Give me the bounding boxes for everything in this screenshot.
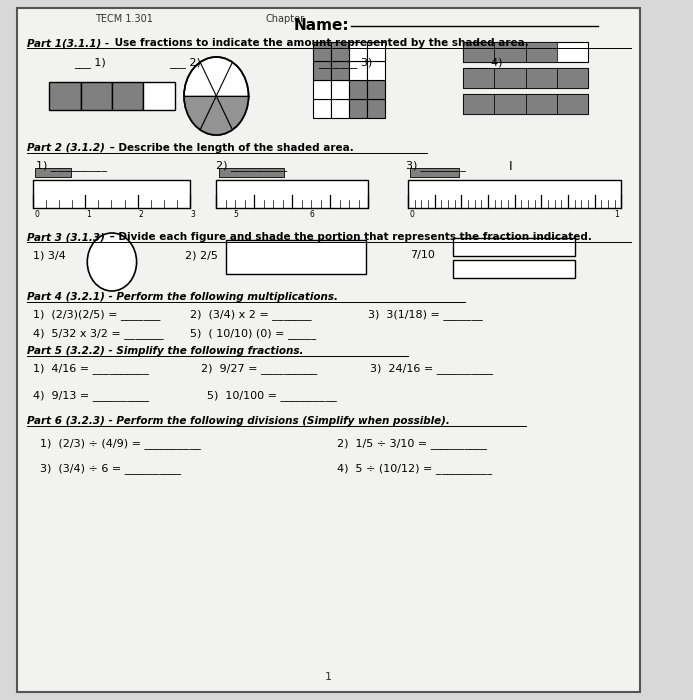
Bar xyxy=(557,68,588,88)
Text: Part 5 (3.2.2) - Simplify the following fractions.: Part 5 (3.2.2) - Simplify the following … xyxy=(26,346,303,356)
Bar xyxy=(349,99,367,118)
Text: 3)  (3/4) ÷ 6 = __________: 3) (3/4) ÷ 6 = __________ xyxy=(40,463,181,474)
Bar xyxy=(525,94,557,114)
Bar xyxy=(33,180,190,208)
Text: 3)  3(1/18) = _______: 3) 3(1/18) = _______ xyxy=(368,309,483,320)
Text: 1: 1 xyxy=(87,210,91,219)
Bar xyxy=(408,180,622,208)
Bar xyxy=(557,94,588,114)
Bar xyxy=(313,61,331,80)
Text: 2)  9/27 = __________: 2) 9/27 = __________ xyxy=(201,363,317,374)
Text: 1)  4/16 = __________: 1) 4/16 = __________ xyxy=(33,363,149,374)
Text: 4)  5/32 x 3/2 = _______: 4) 5/32 x 3/2 = _______ xyxy=(33,328,164,339)
Bar xyxy=(226,240,366,274)
Text: 2)  1/5 ÷ 3/10 = __________: 2) 1/5 ÷ 3/10 = __________ xyxy=(337,438,486,449)
Text: 2) 2/5: 2) 2/5 xyxy=(185,250,218,260)
Text: 3: 3 xyxy=(191,210,195,219)
Text: 1)  (2/3) ÷ (4/9) = __________: 1) (2/3) ÷ (4/9) = __________ xyxy=(40,438,200,449)
Bar xyxy=(525,68,557,88)
Bar xyxy=(349,80,367,99)
Text: 0: 0 xyxy=(410,210,414,219)
Bar xyxy=(463,42,588,62)
Text: 5: 5 xyxy=(234,210,238,219)
Text: ___ 2): ___ 2) xyxy=(169,57,201,68)
Text: Chapter: Chapter xyxy=(265,14,305,24)
Bar xyxy=(463,68,494,88)
Text: ___ 1): ___ 1) xyxy=(74,57,106,68)
Bar xyxy=(463,42,494,62)
Bar xyxy=(349,42,367,61)
Text: 1: 1 xyxy=(325,672,332,682)
Bar xyxy=(331,61,349,80)
Text: 5)  10/100 = __________: 5) 10/100 = __________ xyxy=(207,390,337,401)
Polygon shape xyxy=(200,96,232,135)
Bar xyxy=(463,68,588,88)
Bar xyxy=(494,94,525,114)
Text: 0: 0 xyxy=(34,210,39,219)
Polygon shape xyxy=(216,96,249,130)
Bar xyxy=(313,42,331,61)
Text: I: I xyxy=(509,160,512,173)
Bar xyxy=(463,94,588,114)
Bar xyxy=(349,61,367,80)
Text: Part 4 (3.2.1) - Perform the following multiplications.: Part 4 (3.2.1) - Perform the following m… xyxy=(26,292,337,302)
Bar xyxy=(331,80,349,99)
Bar xyxy=(367,99,385,118)
Bar xyxy=(463,94,494,114)
Bar xyxy=(80,82,112,110)
Ellipse shape xyxy=(87,233,137,291)
Text: 3) ________: 3) ________ xyxy=(406,160,466,171)
Text: 3)  24/16 = __________: 3) 24/16 = __________ xyxy=(370,363,493,374)
Bar xyxy=(313,80,331,99)
Text: – Describe the length of the shaded area.: – Describe the length of the shaded area… xyxy=(106,143,354,153)
Bar xyxy=(35,168,71,177)
Text: TECM 1.301: TECM 1.301 xyxy=(95,14,152,24)
Text: ____ 4): ____ 4) xyxy=(465,57,502,68)
Text: 6: 6 xyxy=(309,210,314,219)
Text: Use fractions to indicate the amount represented by the shaded area.: Use fractions to indicate the amount rep… xyxy=(111,38,529,48)
Text: 5)  ( 10/10) (0) = _____: 5) ( 10/10) (0) = _____ xyxy=(190,328,316,339)
Text: 4)  9/13 = __________: 4) 9/13 = __________ xyxy=(33,390,149,401)
Bar xyxy=(331,99,349,118)
Text: Part 1(3.1.1) -: Part 1(3.1.1) - xyxy=(26,38,109,48)
Text: Part 2 (3.1.2): Part 2 (3.1.2) xyxy=(26,143,105,153)
Bar xyxy=(49,82,80,110)
Text: _______ 3): _______ 3) xyxy=(318,57,372,68)
Text: 1)  (2/3)(2/5) = _______: 1) (2/3)(2/5) = _______ xyxy=(33,309,161,320)
Text: 1: 1 xyxy=(614,210,619,219)
Text: – Divide each figure and shade the portion that represents the fraction indicate: – Divide each figure and shade the porti… xyxy=(106,232,592,242)
Bar xyxy=(410,168,459,177)
Text: 2: 2 xyxy=(139,210,143,219)
Polygon shape xyxy=(184,96,216,130)
Bar xyxy=(453,238,575,256)
Text: 2)  (3/4) x 2 = _______: 2) (3/4) x 2 = _______ xyxy=(190,309,311,320)
Bar xyxy=(453,260,575,278)
Text: 1) __________: 1) __________ xyxy=(36,160,107,171)
Bar xyxy=(143,82,175,110)
Text: 4)  5 ÷ (10/12) = __________: 4) 5 ÷ (10/12) = __________ xyxy=(337,463,492,474)
Bar xyxy=(216,180,368,208)
Bar xyxy=(367,80,385,99)
Text: Part 3 (3.1.3): Part 3 (3.1.3) xyxy=(26,232,105,242)
Bar xyxy=(331,42,349,61)
Bar xyxy=(494,68,525,88)
Bar xyxy=(525,42,557,62)
Bar xyxy=(494,42,525,62)
Bar xyxy=(313,99,331,118)
Ellipse shape xyxy=(184,57,249,135)
Text: 2) __________: 2) __________ xyxy=(216,160,288,171)
Bar xyxy=(112,82,143,110)
Bar xyxy=(367,42,385,61)
Text: 1) 3/4: 1) 3/4 xyxy=(33,250,66,260)
Bar xyxy=(367,61,385,80)
Text: Name:: Name: xyxy=(294,18,350,33)
Text: 7/10: 7/10 xyxy=(410,250,435,260)
Text: Part 6 (3.2.3) - Perform the following divisions (Simplify when possible).: Part 6 (3.2.3) - Perform the following d… xyxy=(26,416,450,426)
Bar xyxy=(219,168,283,177)
